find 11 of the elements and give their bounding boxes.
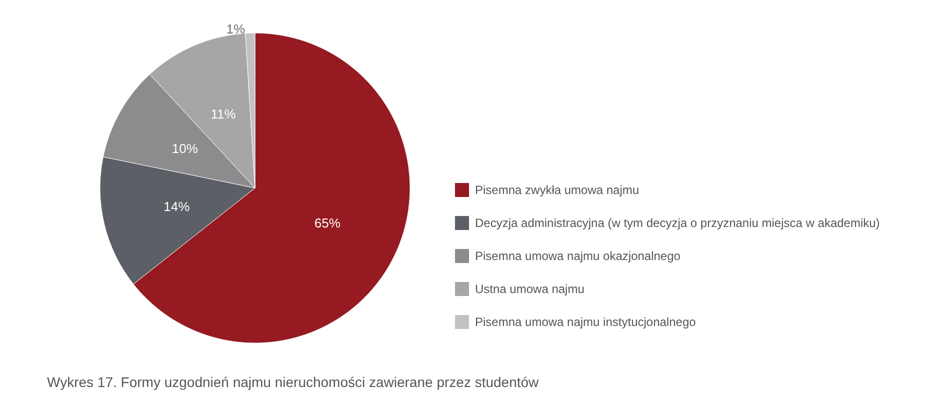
legend-label: Pisemna umowa najmu okazjonalnego [475,249,681,263]
data-label: 1% [226,22,246,37]
legend-label: Ustna umowa najmu [475,282,584,296]
legend-label: Pisemna umowa najmu instytucjonalnego [475,315,696,329]
data-label: 11% [210,106,236,122]
text: Wykres 17. Formy uzgodnień najmu nieruchomości zawierane przez studentów [47,374,540,390]
data-label: 14% [164,199,190,214]
data-label: 65% [314,216,341,231]
legend-label: Pisemna zwykła umowa najmu [475,183,640,197]
legend-label: Decyzja administracyjna (w tym decyzja o przyznaniu miejsca w akademiku) [475,216,880,230]
data-label: 10% [172,140,198,156]
